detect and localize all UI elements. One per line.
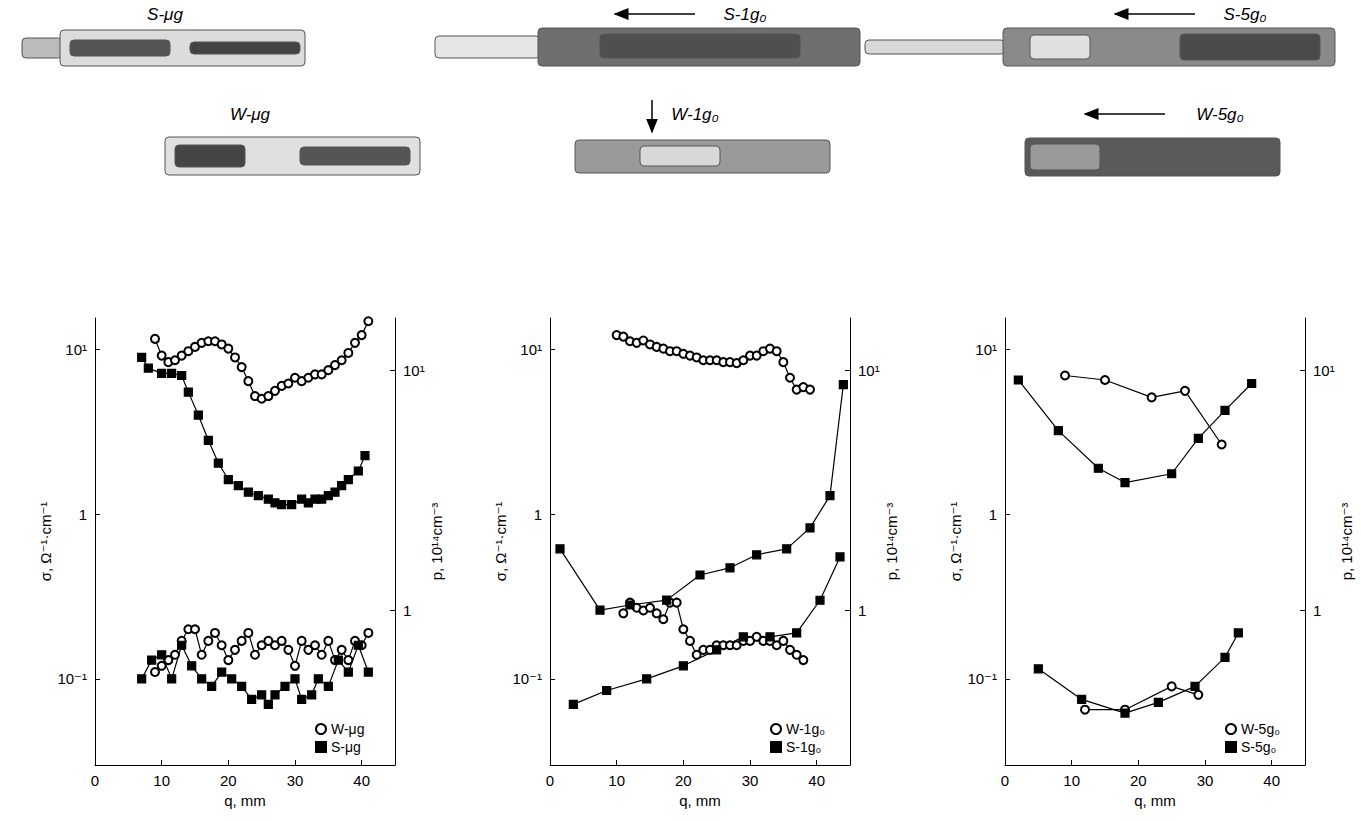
svg-text:p, 10¹⁴cm⁻³: p, 10¹⁴cm⁻³ [1338, 503, 1355, 581]
svg-text:10¹: 10¹ [858, 362, 880, 379]
svg-text:1: 1 [1313, 602, 1321, 619]
svg-text:q, mm: q, mm [224, 792, 266, 809]
svg-text:10¹: 10¹ [975, 341, 997, 358]
svg-text:σ, Ω⁻¹·cm⁻¹: σ, Ω⁻¹·cm⁻¹ [37, 502, 54, 582]
svg-text:q, mm: q, mm [679, 792, 721, 809]
svg-text:W-5g₀: W-5g₀ [1196, 105, 1243, 124]
svg-text:0: 0 [91, 772, 99, 789]
svg-text:1: 1 [79, 506, 87, 523]
svg-text:p, 10¹⁴cm⁻³: p, 10¹⁴cm⁻³ [883, 503, 900, 581]
svg-text:10¹: 10¹ [403, 362, 425, 379]
svg-text:10⁻¹: 10⁻¹ [967, 670, 997, 687]
svg-text:20: 20 [675, 772, 692, 789]
svg-text:40: 40 [808, 772, 825, 789]
svg-text:30: 30 [287, 772, 304, 789]
svg-text:20: 20 [1130, 772, 1147, 789]
svg-text:10⁻¹: 10⁻¹ [512, 670, 542, 687]
svg-text:0: 0 [1001, 772, 1009, 789]
svg-text:W-μg: W-μg [331, 721, 364, 737]
svg-text:10¹: 10¹ [1313, 362, 1335, 379]
svg-text:10⁻¹: 10⁻¹ [57, 670, 87, 687]
svg-text:W-1g₀: W-1g₀ [786, 721, 825, 737]
svg-text:S-5g₀: S-5g₀ [1223, 5, 1266, 24]
svg-text:1: 1 [989, 506, 997, 523]
svg-text:10¹: 10¹ [520, 341, 542, 358]
svg-text:1: 1 [858, 602, 866, 619]
svg-text:σ, Ω⁻¹·cm⁻¹: σ, Ω⁻¹·cm⁻¹ [947, 502, 964, 582]
svg-text:S-1g₀: S-1g₀ [723, 5, 766, 24]
svg-text:W-5g₀: W-5g₀ [1241, 721, 1280, 737]
svg-text:10: 10 [153, 772, 170, 789]
svg-text:S-μg: S-μg [147, 5, 183, 24]
svg-text:q, mm: q, mm [1134, 792, 1176, 809]
svg-text:W-μg: W-μg [230, 105, 271, 124]
svg-text:W-1g₀: W-1g₀ [671, 105, 718, 124]
svg-text:40: 40 [353, 772, 370, 789]
svg-text:10: 10 [1063, 772, 1080, 789]
svg-text:10: 10 [608, 772, 625, 789]
svg-text:1: 1 [403, 602, 411, 619]
svg-text:σ, Ω⁻¹·cm⁻¹: σ, Ω⁻¹·cm⁻¹ [492, 502, 509, 582]
svg-text:20: 20 [220, 772, 237, 789]
svg-text:40: 40 [1263, 772, 1280, 789]
svg-text:30: 30 [742, 772, 759, 789]
svg-text:1: 1 [534, 506, 542, 523]
svg-text:S-1g₀: S-1g₀ [786, 739, 822, 755]
svg-text:30: 30 [1197, 772, 1214, 789]
svg-text:10¹: 10¹ [65, 341, 87, 358]
svg-text:p, 10¹⁴cm⁻³: p, 10¹⁴cm⁻³ [428, 503, 445, 581]
svg-text:S-5g₀: S-5g₀ [1241, 739, 1277, 755]
svg-text:0: 0 [546, 772, 554, 789]
svg-text:S-μg: S-μg [331, 739, 361, 755]
